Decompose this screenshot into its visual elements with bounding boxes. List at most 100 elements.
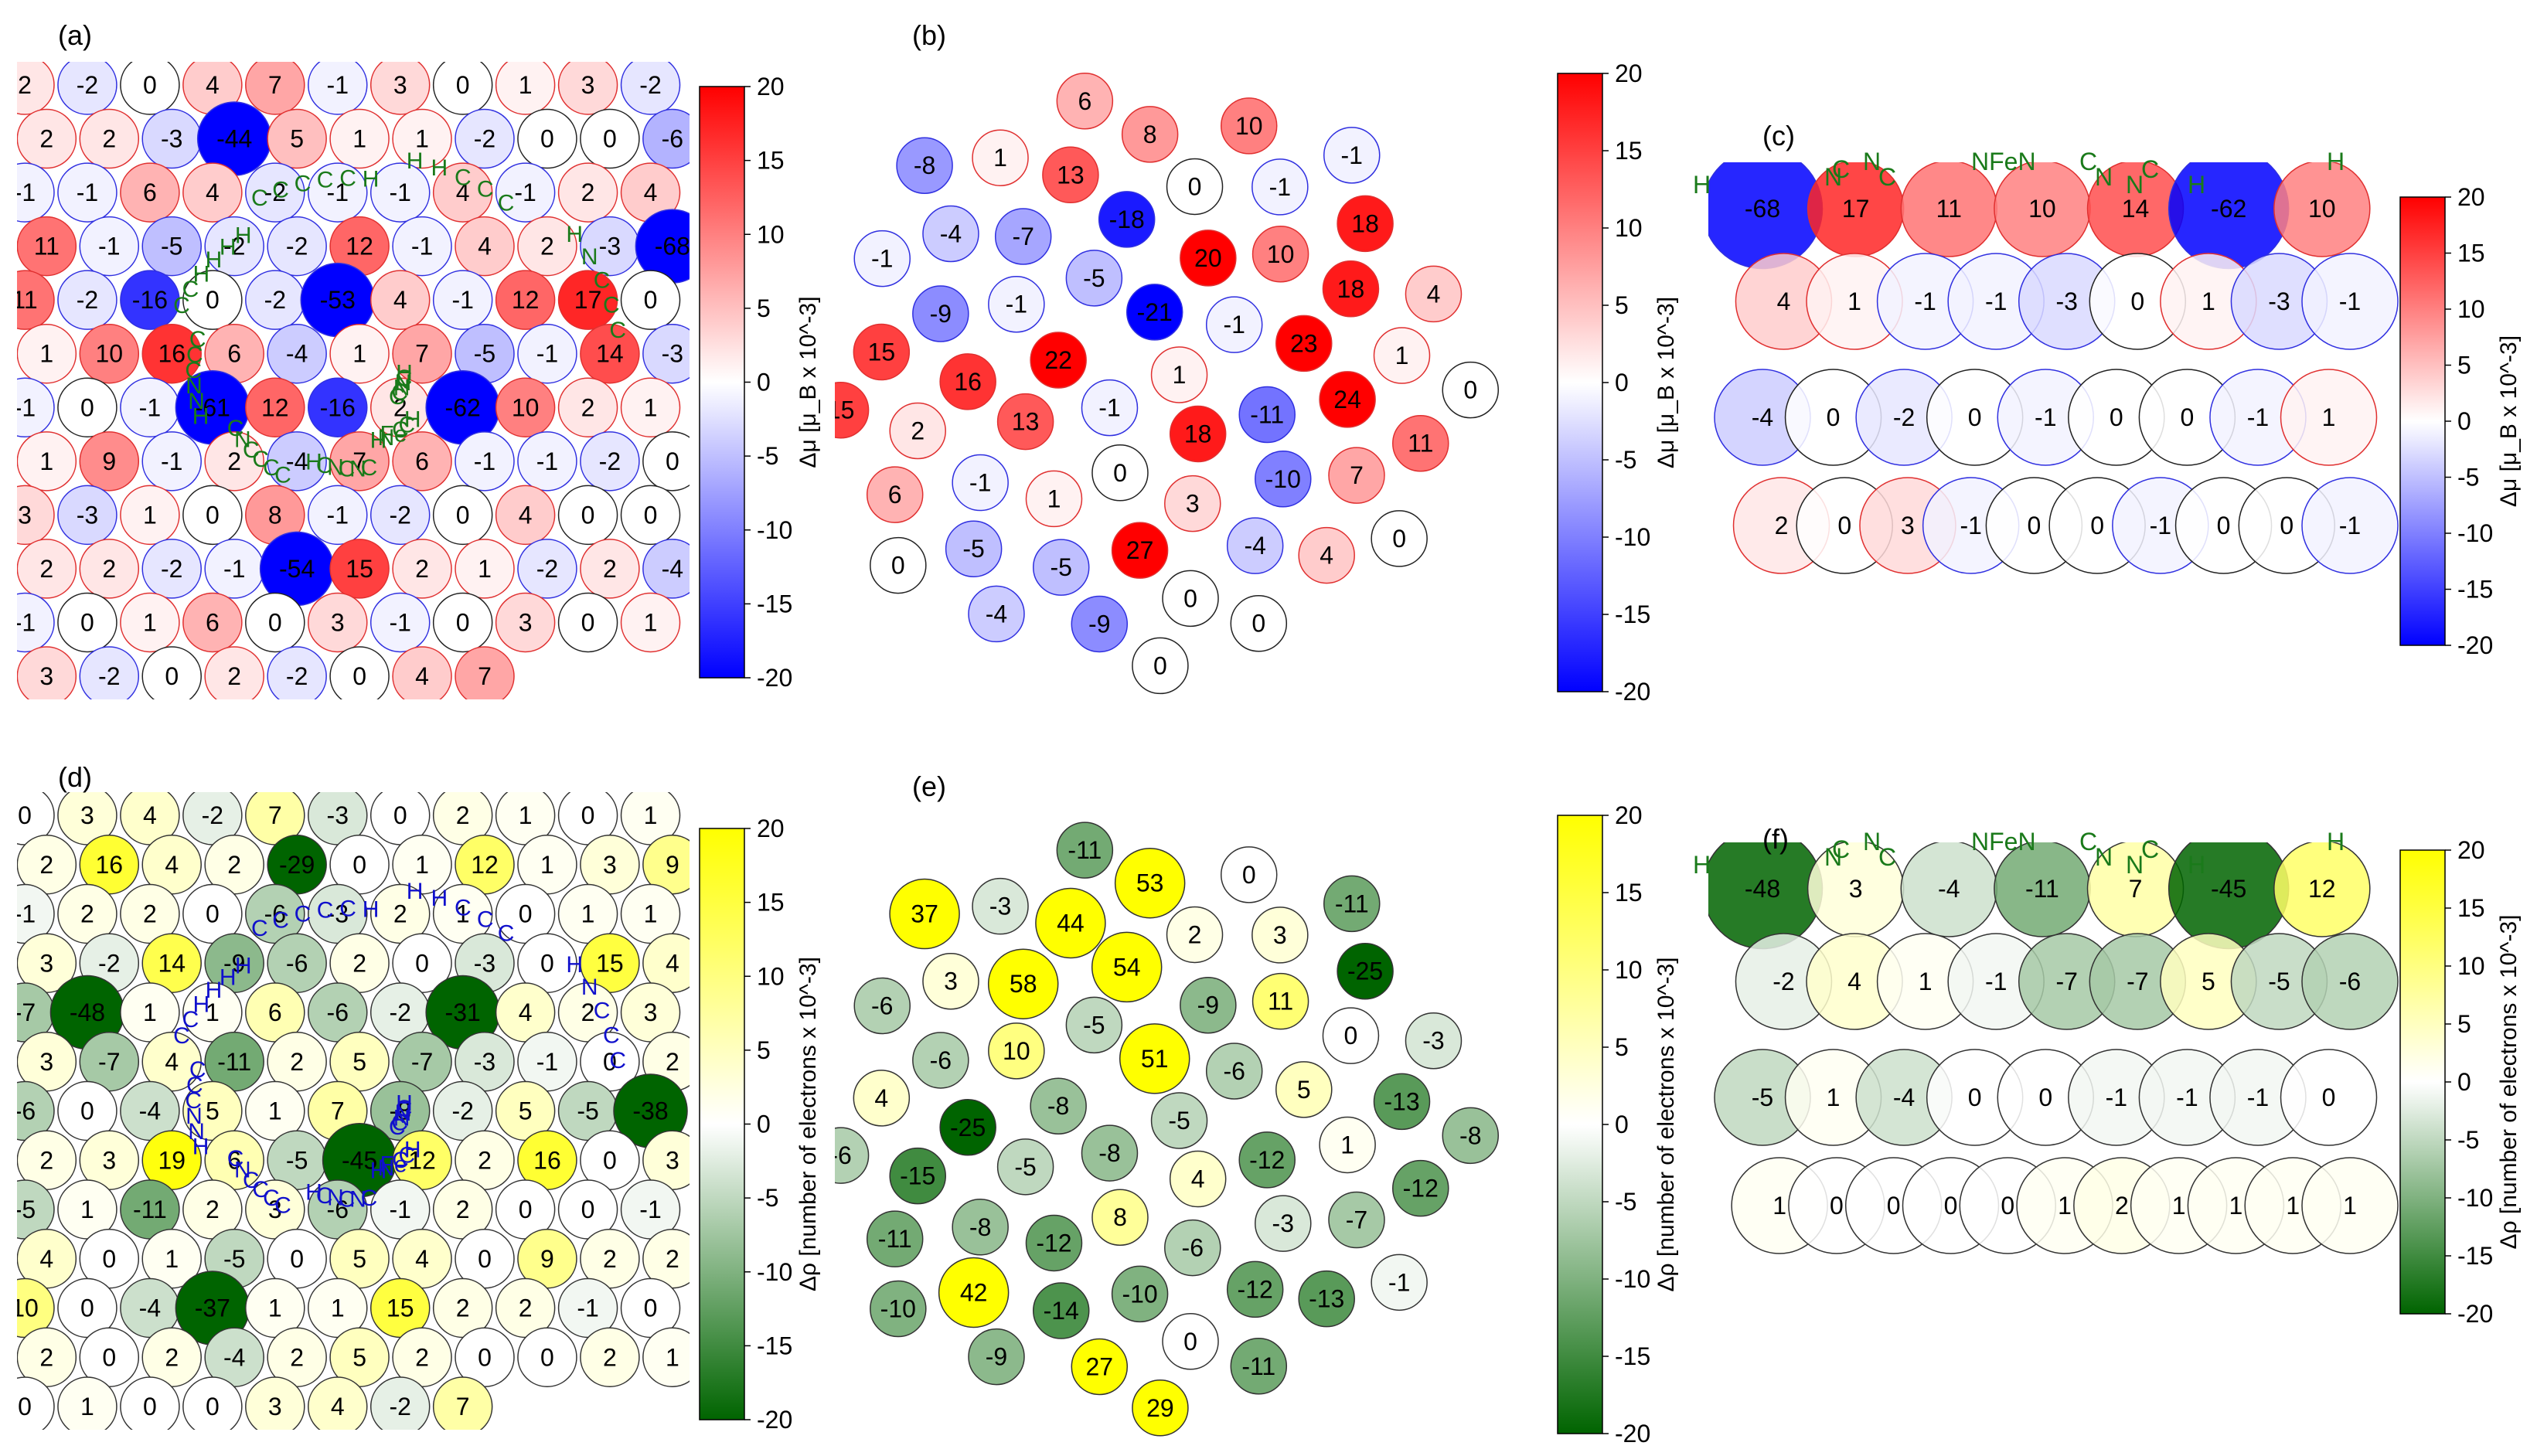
atom-symbol: C bbox=[396, 366, 413, 391]
value-label: -1 bbox=[1223, 311, 1245, 338]
atom-circle bbox=[1071, 1338, 1129, 1396]
atom-circle bbox=[968, 1328, 1025, 1386]
atom-circle bbox=[455, 646, 515, 699]
atom-circle bbox=[1111, 522, 1169, 579]
value-label: -9 bbox=[986, 1343, 1007, 1371]
value-label: -7 bbox=[411, 1048, 433, 1076]
value-label: -3 bbox=[662, 340, 683, 368]
value-label: -3 bbox=[161, 125, 182, 153]
colorbar-tick-label: 10 bbox=[1615, 214, 1643, 242]
value-label: 0 bbox=[644, 501, 658, 529]
value-label: -3 bbox=[327, 801, 349, 829]
panel-e-circles: -5-8514-8-68-5-12-5-9-6105-1254-3-2511-1… bbox=[835, 822, 1500, 1437]
atom-circle bbox=[495, 377, 556, 438]
colorbar-title: Δρ [number of electrons x 10^-3] bbox=[2496, 914, 2522, 1249]
atom-circle bbox=[952, 1199, 1009, 1256]
value-label: 2 bbox=[456, 801, 470, 829]
value-label: -2 bbox=[77, 286, 98, 314]
atom-symbol: C bbox=[339, 896, 356, 922]
atom-circle bbox=[17, 431, 77, 492]
panel-a: 2 -2 0 4 7 -1 3 0 1 3 -22 2 -3 -44 5 1 1 -2 0 0 -6-1 -1 6 4 -2 -1… bbox=[14, 62, 690, 699]
value-label: 2 bbox=[206, 1196, 220, 1223]
atom-circle bbox=[1238, 1131, 1296, 1189]
value-label: -1 bbox=[871, 245, 893, 273]
value-label: -6 bbox=[1182, 1234, 1204, 1262]
atom-symbol: C bbox=[389, 1114, 406, 1140]
atom-symbol: C bbox=[316, 453, 333, 478]
atom-circle bbox=[1405, 265, 1463, 323]
value-label: 14 bbox=[2122, 195, 2150, 223]
atom-circle bbox=[17, 270, 55, 330]
atom-symbol: NFeN bbox=[1971, 828, 2036, 856]
value-label: -1 bbox=[14, 608, 36, 636]
colorbar-tick-label: -20 bbox=[757, 664, 792, 692]
value-label: -3 bbox=[327, 900, 349, 928]
value-label: 2 bbox=[666, 1245, 679, 1273]
value-label: 8 bbox=[1113, 1203, 1127, 1231]
panel-label: (a) bbox=[58, 19, 92, 51]
colorbar-tick-label: 20 bbox=[757, 815, 785, 842]
atom-circle bbox=[1132, 1379, 1189, 1437]
value-label: -1 bbox=[1960, 512, 1981, 539]
atom-circle bbox=[17, 592, 55, 653]
value-label: 0 bbox=[456, 608, 470, 636]
value-label: 27 bbox=[1126, 536, 1154, 564]
colorbar-tick-label: -15 bbox=[1615, 1342, 1650, 1370]
atom-circle bbox=[17, 62, 55, 115]
value-label: -6 bbox=[930, 1046, 952, 1074]
value-label: -4 bbox=[662, 555, 683, 583]
value-label: 2 bbox=[352, 949, 366, 977]
value-label: -5 bbox=[1168, 1107, 1190, 1135]
atom-symbol: C bbox=[455, 895, 472, 920]
value-label: 2 bbox=[39, 125, 53, 153]
atom-circle bbox=[495, 592, 556, 653]
value-label: -31 bbox=[445, 998, 481, 1026]
atom-symbol: N bbox=[234, 1158, 251, 1183]
value-label: 0 bbox=[143, 1393, 157, 1420]
atom-circle bbox=[912, 1032, 969, 1089]
atom-circle bbox=[329, 323, 390, 384]
atom-symbol: H bbox=[192, 992, 209, 1017]
value-label: -2 bbox=[389, 501, 410, 529]
atom-circle bbox=[308, 1376, 368, 1430]
colorbar-c: 20 15 10 5 0 -5 -10 -15 -20 Δμ [μ_B x 10^-3] bbox=[2399, 183, 2522, 659]
value-label: 3 bbox=[80, 801, 94, 829]
atom-circle bbox=[1091, 1189, 1149, 1246]
atom-symbol: C bbox=[243, 437, 260, 463]
value-label: 7 bbox=[268, 801, 282, 829]
value-label: -1 bbox=[1914, 287, 1936, 315]
value-label: 7 bbox=[456, 1393, 470, 1420]
value-label: 3 bbox=[519, 608, 533, 636]
value-label: 1 bbox=[666, 1343, 679, 1371]
value-label: -2 bbox=[451, 1097, 473, 1125]
value-label: -1 bbox=[2339, 287, 2361, 315]
colorbar-e: 20 15 10 5 0 -5 -10 -15 -20 Δρ [number of electro… bbox=[1557, 801, 1679, 1447]
atom-circle bbox=[1032, 1282, 1090, 1339]
panel-b: 1-1-211822-10-5-1113203-1231-18-10161027… bbox=[835, 73, 1500, 695]
colorbar-title: Δρ [number of electrons x 10^-3] bbox=[795, 957, 821, 1291]
colorbar-title: Δρ [number of electrons x 10^-3] bbox=[1653, 957, 1679, 1291]
atom-symbol: H bbox=[305, 1180, 322, 1206]
atom-circle bbox=[392, 646, 452, 699]
value-label: 0 bbox=[1242, 861, 1256, 889]
atom-circle bbox=[835, 1127, 870, 1184]
value-label: -1 bbox=[389, 608, 410, 636]
atom-circle bbox=[996, 393, 1054, 451]
value-label: -10 bbox=[1122, 1280, 1157, 1308]
panel-a-circles: 2 -2 0 4 7 -1 3 0 1 3 -22 2 -3 -44 5 1 1 -2 0 0 -6-1 -1 6 4 -2 -1… bbox=[14, 62, 690, 699]
atom-circle bbox=[987, 948, 1059, 1019]
atom-circle bbox=[870, 1280, 927, 1338]
colorbar-tick-label: -5 bbox=[1615, 446, 1636, 474]
value-label: -8 bbox=[914, 151, 935, 179]
value-label: 0 bbox=[165, 662, 179, 690]
value-label: 0 bbox=[1183, 1328, 1197, 1356]
value-label: 23 bbox=[1290, 329, 1318, 357]
value-label: 0 bbox=[1153, 651, 1167, 679]
value-label: 1 bbox=[331, 1294, 345, 1322]
value-label: -2 bbox=[161, 555, 182, 583]
value-label: 0 bbox=[456, 501, 470, 529]
value-label: -15 bbox=[900, 1162, 935, 1190]
value-label: -44 bbox=[216, 125, 252, 153]
value-label: 1 bbox=[2202, 287, 2215, 315]
atom-circle bbox=[79, 216, 140, 277]
